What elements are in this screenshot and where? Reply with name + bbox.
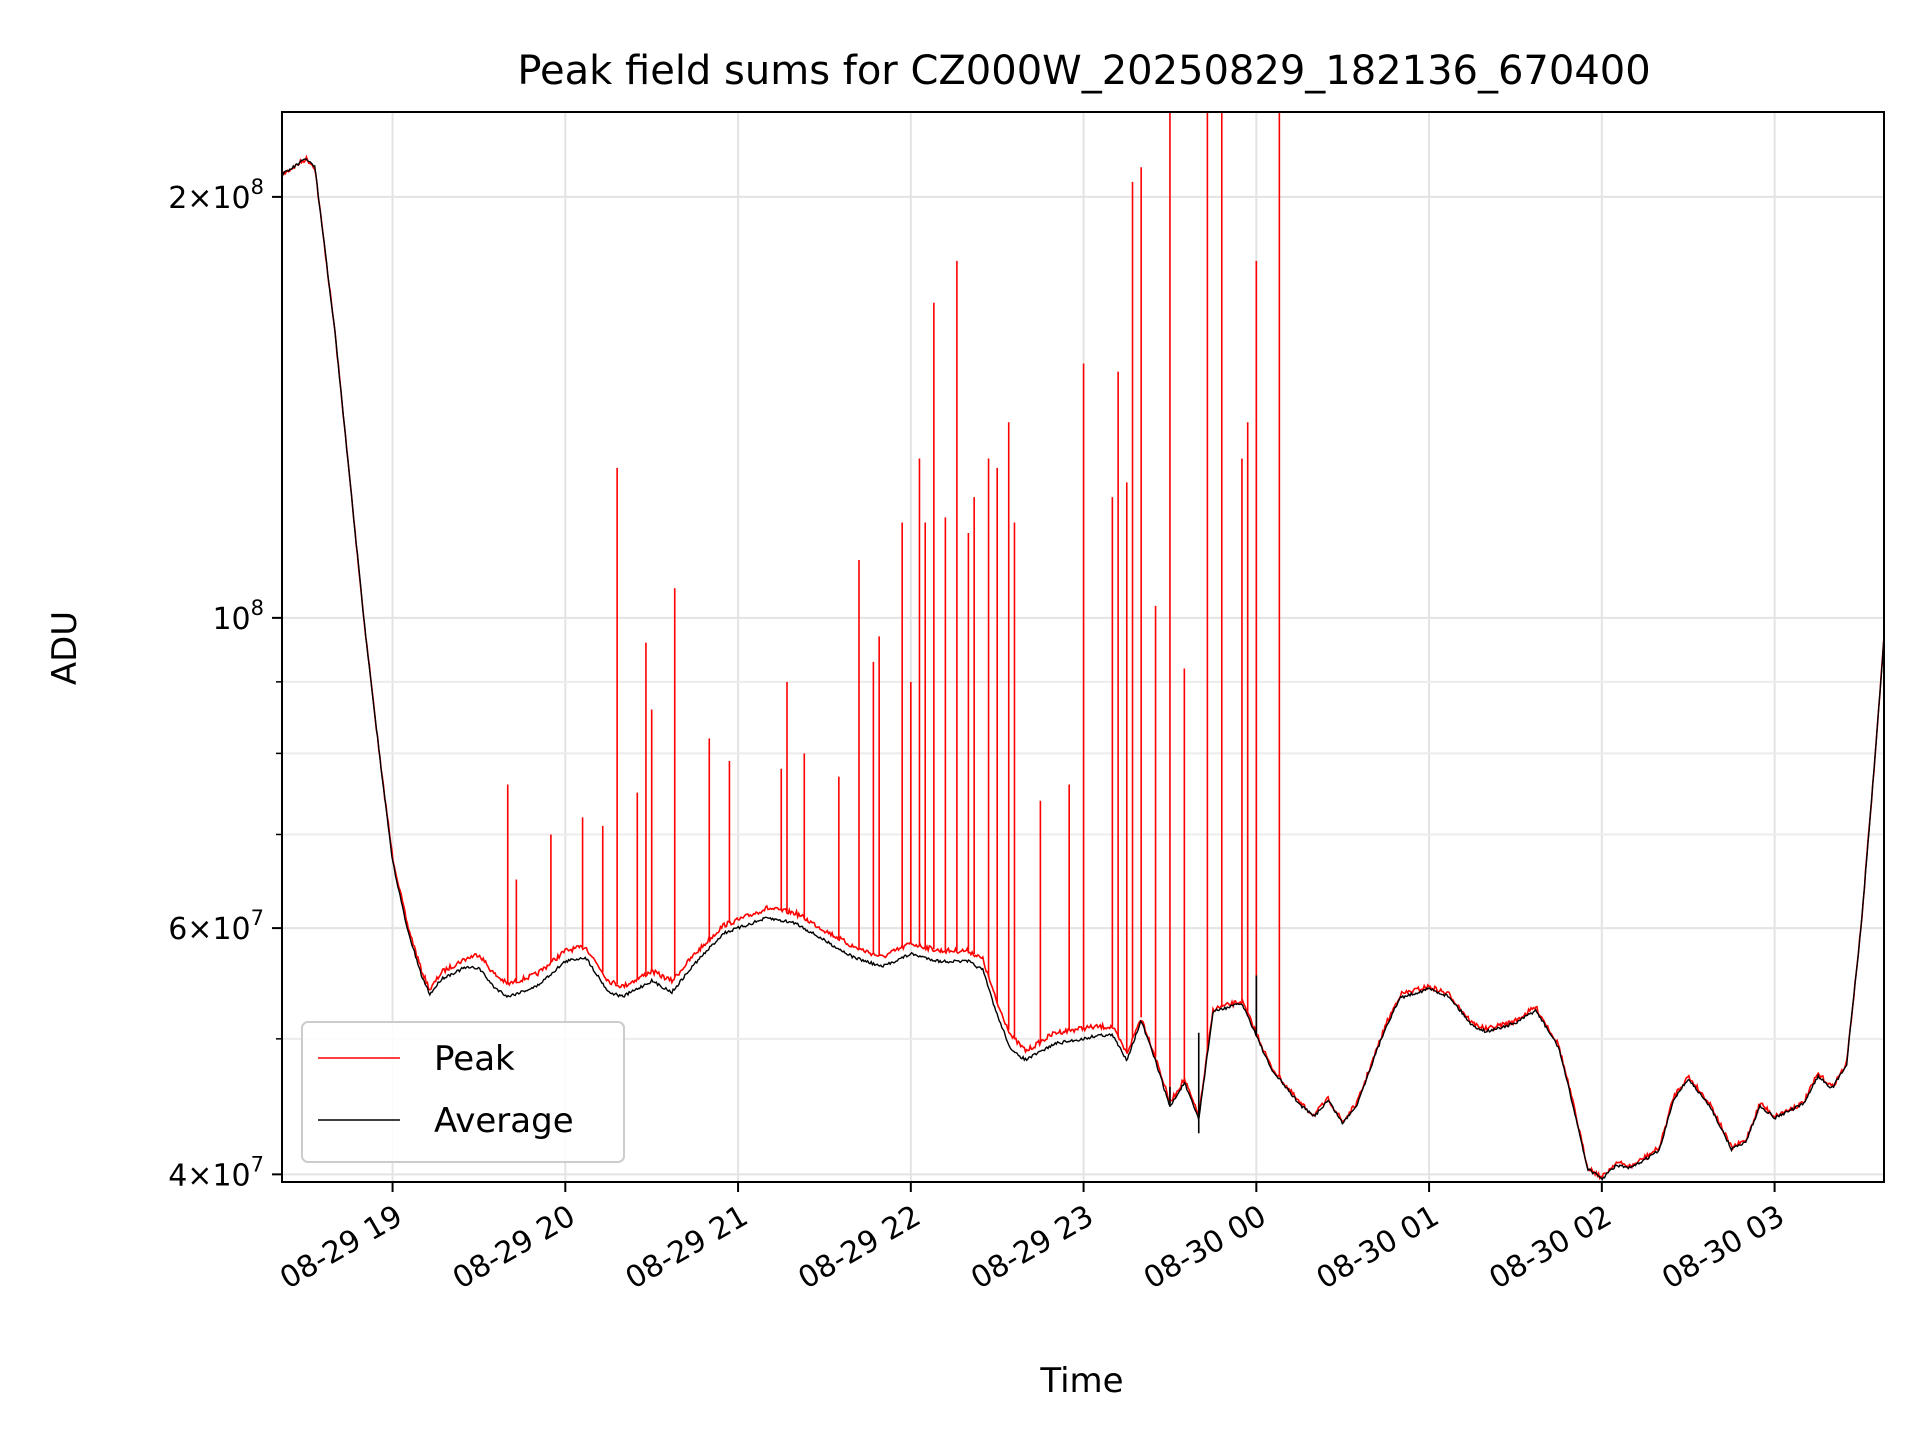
chart-title: Peak field sums for CZ000W_20250829_1821… — [517, 48, 1650, 94]
legend: Peak Average — [301, 1021, 625, 1163]
y-axis-title: ADU — [45, 611, 85, 685]
y-axis: 4×107 6×107 108 2×108 — [168, 175, 282, 1193]
y-tick-label: 108 — [212, 596, 264, 637]
legend-label-peak: Peak — [434, 1039, 515, 1079]
plot-area — [282, 112, 1884, 1182]
x-axis-title: Time — [1039, 1361, 1123, 1401]
series-peak — [282, 112, 1884, 1181]
y-tick-label: 2×108 — [168, 175, 264, 216]
series-line-average — [282, 158, 1884, 1182]
legend-box — [301, 1021, 625, 1163]
legend-label-average: Average — [434, 1101, 574, 1141]
series-average — [282, 158, 1884, 1182]
y-tick-label: 6×107 — [168, 906, 264, 947]
y-tick-label: 4×107 — [168, 1152, 264, 1193]
